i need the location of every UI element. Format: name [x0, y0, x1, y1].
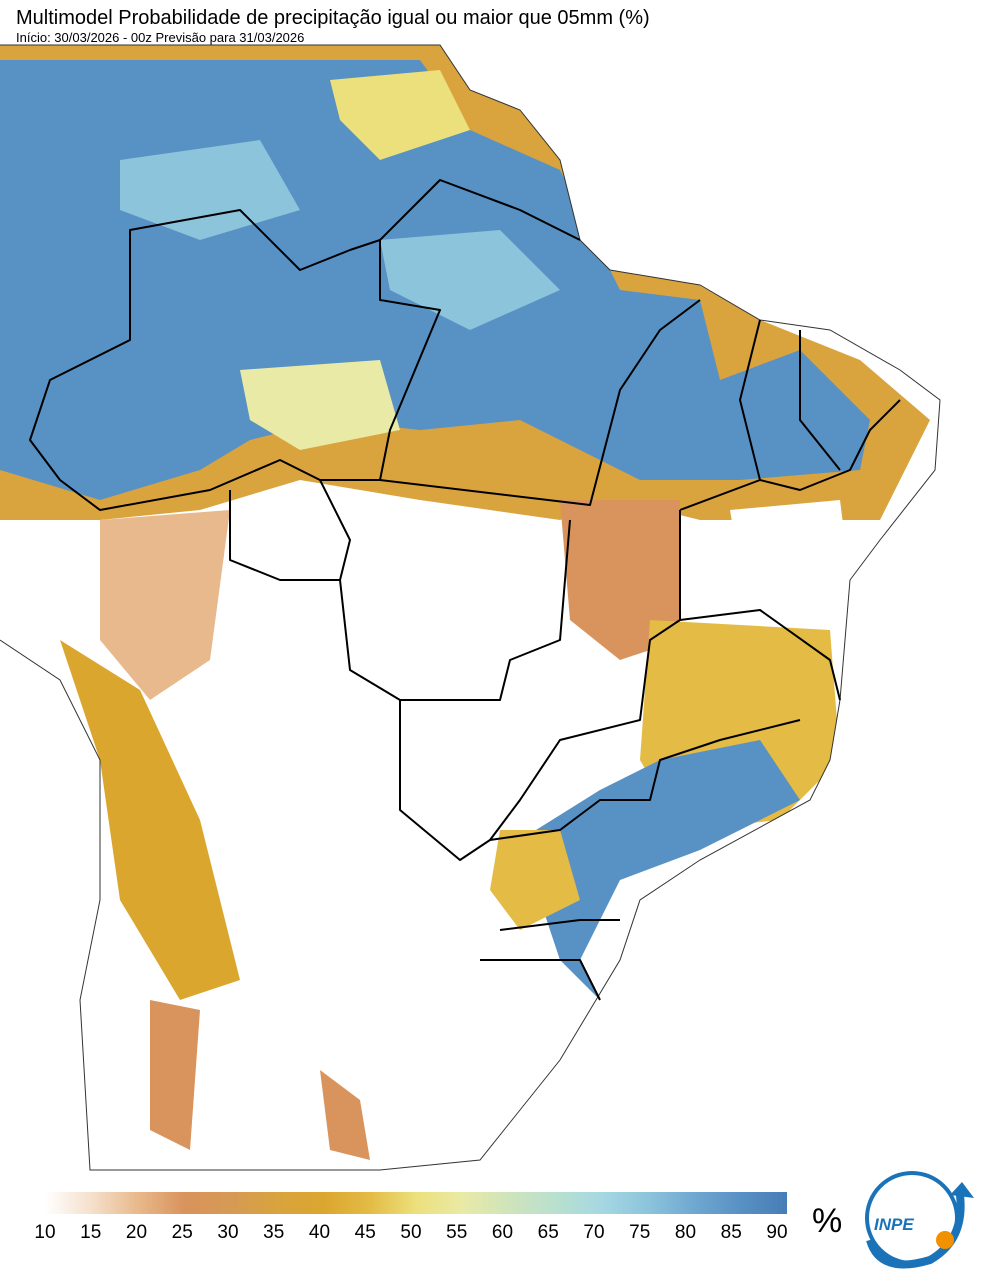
colorbar: [45, 1192, 787, 1214]
colorbar-tick-label: 80: [675, 1222, 696, 1243]
logo: INPE: [865, 1171, 974, 1269]
colorbar-tick-label: 70: [583, 1222, 604, 1243]
colorbar-tick-label: 30: [217, 1222, 238, 1243]
colorbar-tick-label: 85: [721, 1222, 742, 1243]
colorbar-tick-label: 10: [34, 1222, 55, 1243]
colorbar-tick-label: 50: [400, 1222, 421, 1243]
unit-label: %: [812, 1202, 842, 1240]
colorbar-tick-label: 90: [766, 1222, 787, 1243]
colorbar-tick-label: 60: [492, 1222, 513, 1243]
colorbar-tick-label: 40: [309, 1222, 330, 1243]
colorbar-ticks: 10 15 20 25 30 35 40 45 50 55 60 65 70 75 80 85 90: [34, 1222, 787, 1243]
colorbar-tick-label: 20: [126, 1222, 147, 1243]
colorbar-tick-label: 35: [263, 1222, 284, 1243]
colorbar-tick-label: 15: [80, 1222, 101, 1243]
title: Multimodel Probabilidade de precipitação…: [16, 7, 650, 29]
state-borders: [29, 179, 901, 1001]
colorbar-tick-label: 55: [446, 1222, 467, 1243]
colorbar-tick-label: 65: [538, 1222, 559, 1243]
map-fill: [0, 45, 940, 1170]
logo-text: INPE: [874, 1215, 914, 1234]
colorbar-tick-label: 45: [355, 1222, 376, 1243]
colorbar-tick-label: 25: [172, 1222, 193, 1243]
colorbar-tick-label: 75: [629, 1222, 650, 1243]
subtitle: Início: 30/03/2026 - 00z Previsão para 3…: [16, 30, 304, 45]
continent-outline: [0, 44, 941, 1171]
